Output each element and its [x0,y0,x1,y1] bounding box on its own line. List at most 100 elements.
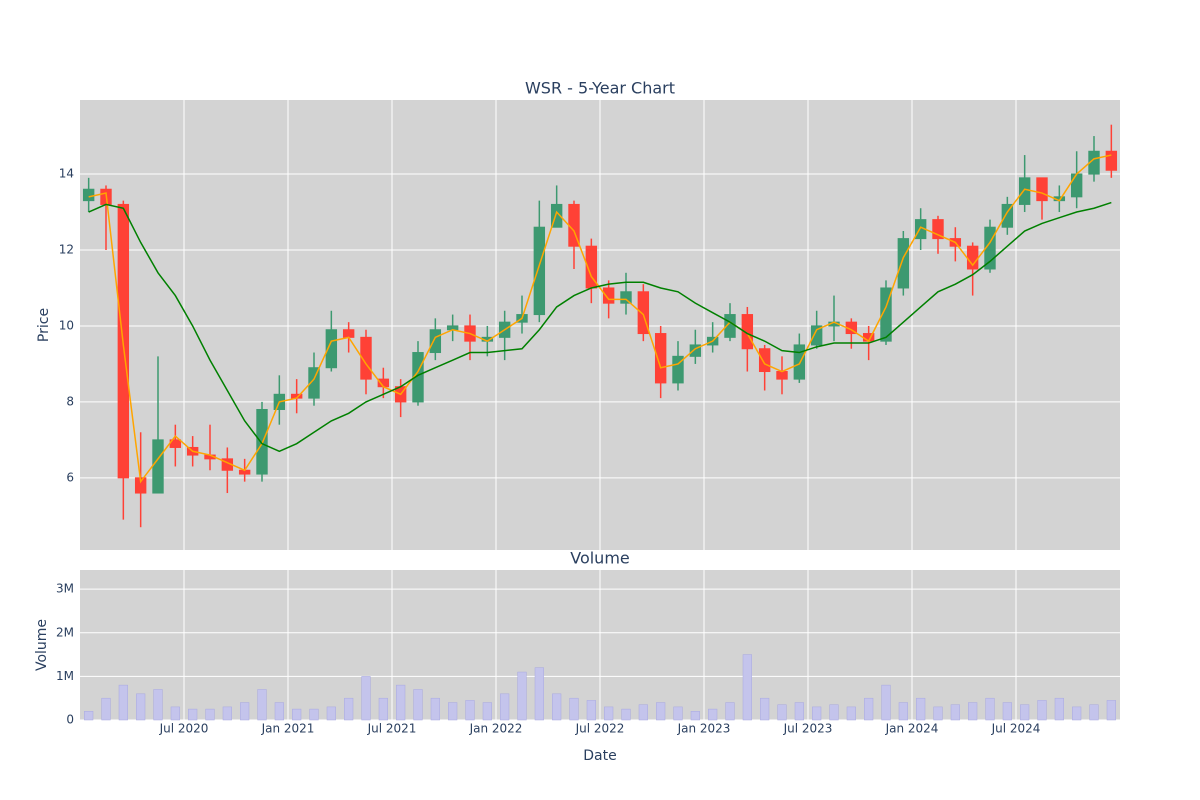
volume-bar [1072,706,1082,721]
candle-body [672,355,684,384]
volume-bar [586,700,596,721]
volume-bar [1089,704,1099,721]
volume-bar [257,689,267,721]
volume-bar [413,689,423,721]
volume-bar [396,684,406,721]
volume-bar [950,704,960,721]
candle-body [637,291,650,335]
x-tick-label: Jul 2022 [575,722,625,736]
volume-bar [1106,700,1116,721]
volume-bar [326,706,336,721]
volume-bar [846,706,856,721]
candle-body [776,371,788,380]
volume-bar [517,671,527,721]
volume-bar [344,697,354,721]
y-tick-label: 3M [56,582,74,596]
candle-body [533,226,546,316]
volume-bar [240,702,250,721]
candle-body [1070,173,1083,198]
y-tick-label: 0 [66,713,74,727]
candle-body [550,203,563,228]
volume-bar [864,697,874,721]
volume-bar [188,708,198,721]
candle-body [654,333,667,384]
volume-bar [309,708,319,721]
y-tick-label: 6 [66,470,74,484]
y-tick-label: 8 [66,394,74,408]
x-tick-label: Jul 2023 [783,722,833,736]
volume-bar [794,702,804,721]
candle-body [82,188,95,202]
volume-bar [638,704,648,721]
y-tick-label: 10 [59,318,74,332]
y-axis-label: Price [36,308,52,342]
candle-body [793,344,806,380]
volume-bar [552,693,562,721]
volume-bar [742,654,752,721]
candle-body [325,329,338,369]
volume-bar [378,697,388,721]
candle-body [360,336,372,380]
candle-body [758,348,771,373]
moving-average-line [88,201,1112,453]
volume-bar [1037,700,1047,721]
candle-body [689,344,702,357]
volume-bar [1054,697,1064,721]
volume-bar [777,704,787,721]
volume-bar [101,697,111,721]
volume-bar [673,706,683,721]
chart-title: WSR - 5-Year Chart [525,79,675,98]
candle-body [429,329,442,354]
x-tick-label: Jul 2020 [159,722,209,736]
candle-body [1105,150,1118,171]
volume-bar [760,697,770,721]
candle-body [932,219,944,240]
volume-bar [448,702,458,721]
volume-bar [604,706,614,721]
candle-body [1001,203,1014,228]
x-tick-label: Jan 2024 [885,722,939,736]
volume-bar [465,700,475,721]
candle-body [342,329,355,338]
volume-bar [274,702,284,721]
marks [80,100,1120,721]
candle-body [602,287,615,304]
volume-bar [725,702,735,721]
volume-bar [222,706,232,721]
volume-bar [361,676,371,721]
volume-bar [136,693,146,721]
x-tick-label: Jan 2022 [469,722,523,736]
volume-bar [205,708,215,721]
volume-title: Volume [570,549,630,568]
moving-average-line [88,154,1112,484]
volume-bar [898,702,908,721]
volume-bar [500,693,510,721]
volume-bar [621,708,631,721]
volume-bar [534,667,544,721]
volume-axis-label: Volume [34,619,50,671]
candle-body [810,325,823,346]
volume-bar [933,706,943,721]
volume-bar [118,684,128,721]
candle-body [152,439,164,494]
candle-body [1036,177,1048,202]
volume-bar [170,706,180,721]
volume-bar [881,684,891,721]
volume-bar [812,706,822,721]
y-tick-label: 2M [56,625,74,639]
x-tick-label: Jul 2021 [367,722,417,736]
volume-bar [569,697,579,721]
volume-bar [829,704,839,721]
x-tick-label: Jan 2023 [677,722,731,736]
candle-body [880,287,892,342]
volume-bar [968,702,978,721]
volume-bar [985,697,995,721]
candle-body [308,367,320,399]
volume-bar [292,708,302,721]
y-tick-label: 1M [56,669,74,683]
x-tick-label: Jan 2021 [261,722,315,736]
y-tick-label: 14 [59,167,74,181]
volume-bar [1002,702,1012,721]
x-tick-label: Jul 2024 [991,722,1041,736]
